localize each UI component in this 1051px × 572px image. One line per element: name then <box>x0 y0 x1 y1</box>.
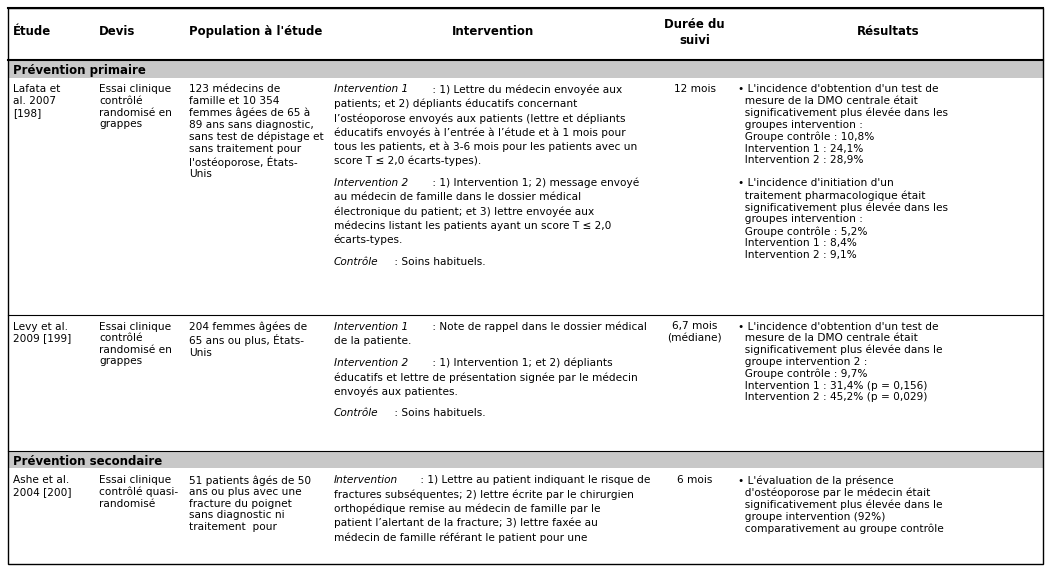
Text: Prévention primaire: Prévention primaire <box>13 64 146 77</box>
Text: Intervention 1: Intervention 1 <box>334 85 408 94</box>
Text: Intervention 2: Intervention 2 <box>334 358 408 368</box>
Text: 6 mois: 6 mois <box>677 475 713 485</box>
Text: Essai clinique
contrôlé
randomisé en
grappes: Essai clinique contrôlé randomisé en gra… <box>99 85 171 129</box>
Bar <box>8 8 1043 60</box>
Text: Intervention 2: Intervention 2 <box>334 178 408 188</box>
Text: • L'incidence d'obtention d'un test de
  mesure de la DMO centrale était
  signi: • L'incidence d'obtention d'un test de m… <box>738 85 948 260</box>
Text: 51 patients âgés de 50
ans ou plus avec une
fracture du poignet
sans diagnostic : 51 patients âgés de 50 ans ou plus avec … <box>189 475 311 532</box>
Text: suivi: suivi <box>679 34 710 47</box>
Text: éducatifs envoyés à l’entrée à l’étude et à 1 mois pour: éducatifs envoyés à l’entrée à l’étude e… <box>334 127 625 138</box>
Text: : 1) Lettre du médecin envoyée aux: : 1) Lettre du médecin envoyée aux <box>430 85 623 95</box>
Text: l’ostéoporose envoyés aux patients (lettre et dépliants: l’ostéoporose envoyés aux patients (lett… <box>334 113 625 124</box>
Text: Devis: Devis <box>99 25 136 38</box>
Text: électronique du patient; et 3) lettre envoyée aux: électronique du patient; et 3) lettre en… <box>334 206 594 217</box>
Text: 6,7 mois
(médiane): 6,7 mois (médiane) <box>667 321 722 343</box>
Text: Essai clinique
contrôlé
randomisé en
grappes: Essai clinique contrôlé randomisé en gra… <box>99 321 171 366</box>
Bar <box>8 315 1043 451</box>
Text: : Soins habituels.: : Soins habituels. <box>391 408 486 419</box>
Bar <box>8 451 1043 468</box>
Text: fractures subséquentes; 2) lettre écrite par le chirurgien: fractures subséquentes; 2) lettre écrite… <box>334 489 634 500</box>
Bar <box>8 60 1043 77</box>
Text: : Note de rappel dans le dossier médical: : Note de rappel dans le dossier médical <box>430 321 647 332</box>
Text: Durée du: Durée du <box>664 18 725 31</box>
Text: médecins listant les patients ayant un score T ≤ 2,0: médecins listant les patients ayant un s… <box>334 221 612 231</box>
Text: • L'incidence d'obtention d'un test de
  mesure de la DMO centrale était
  signi: • L'incidence d'obtention d'un test de m… <box>738 321 942 402</box>
Text: : Soins habituels.: : Soins habituels. <box>391 257 486 267</box>
Text: Ashe et al.
2004 [200]: Ashe et al. 2004 [200] <box>13 475 71 496</box>
Text: 204 femmes âgées de
65 ans ou plus, États-
Unis: 204 femmes âgées de 65 ans ou plus, État… <box>189 321 307 358</box>
Text: Population à l'étude: Population à l'étude <box>189 25 323 38</box>
Text: Contrôle: Contrôle <box>334 257 378 267</box>
Text: Levy et al.
2009 [199]: Levy et al. 2009 [199] <box>13 321 71 343</box>
Text: de la patiente.: de la patiente. <box>334 336 411 345</box>
Text: Résultats: Résultats <box>857 25 919 38</box>
Text: Contrôle: Contrôle <box>334 408 378 419</box>
Text: : 1) Lettre au patient indiquant le risque de: : 1) Lettre au patient indiquant le risq… <box>416 475 650 485</box>
Text: Intervention: Intervention <box>452 25 534 38</box>
Text: 123 médecins de
famille et 10 354
femmes âgées de 65 à
89 ans sans diagnostic,
s: 123 médecins de famille et 10 354 femmes… <box>189 85 324 179</box>
Bar <box>8 468 1043 564</box>
Text: Essai clinique
contrôlé quasi-
randomisé: Essai clinique contrôlé quasi- randomisé <box>99 475 178 509</box>
Text: Intervention: Intervention <box>334 475 398 485</box>
Text: orthopédique remise au médecin de famille par le: orthopédique remise au médecin de famill… <box>334 503 600 514</box>
Text: • L'évaluation de la présence
  d'ostéoporose par le médecin était
  significati: • L'évaluation de la présence d'ostéopor… <box>738 475 943 534</box>
Text: Intervention 1: Intervention 1 <box>334 321 408 332</box>
Text: médecin de famille référant le patient pour une: médecin de famille référant le patient p… <box>334 532 588 542</box>
Text: tous les patients, et à 3-6 mois pour les patients avec un: tous les patients, et à 3-6 mois pour le… <box>334 141 637 152</box>
Text: écarts-types.: écarts-types. <box>334 235 404 245</box>
Text: envoyés aux patientes.: envoyés aux patientes. <box>334 386 458 397</box>
Text: au médecin de famille dans le dossier médical: au médecin de famille dans le dossier mé… <box>334 192 581 202</box>
Text: : 1) Intervention 1; et 2) dépliants: : 1) Intervention 1; et 2) dépliants <box>430 358 613 368</box>
Text: : 1) Intervention 1; 2) message envoyé: : 1) Intervention 1; 2) message envoyé <box>430 178 640 188</box>
Text: patient l’alertant de la fracture; 3) lettre faxée au: patient l’alertant de la fracture; 3) le… <box>334 518 598 529</box>
Text: éducatifs et lettre de présentation signée par le médecin: éducatifs et lettre de présentation sign… <box>334 372 638 383</box>
Text: patients; et 2) dépliants éducatifs concernant: patients; et 2) dépliants éducatifs conc… <box>334 99 577 109</box>
Text: 12 mois: 12 mois <box>674 85 716 94</box>
Text: score T ≤ 2,0 écarts-types).: score T ≤ 2,0 écarts-types). <box>334 156 481 166</box>
Bar <box>8 77 1043 315</box>
Text: Étude: Étude <box>13 25 51 38</box>
Text: Prévention secondaire: Prévention secondaire <box>13 455 162 467</box>
Text: Lafata et
al. 2007
[198]: Lafata et al. 2007 [198] <box>13 85 60 118</box>
